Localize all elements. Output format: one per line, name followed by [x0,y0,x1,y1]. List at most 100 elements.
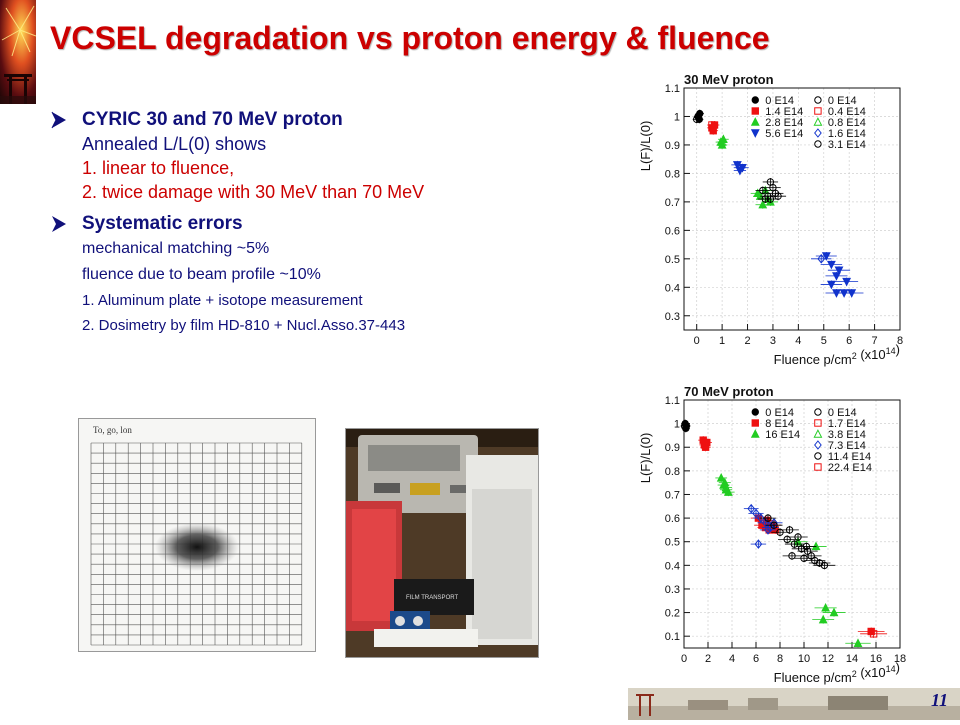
y-tick-label: 0.4 [665,560,680,572]
bullet-systematic-errors: Systematic errors mechanical matching ~5… [48,212,648,338]
chart-30mev: 30 MeV proton 0 1 2 3 4 5 6 7 8 0.3 0.4 0.5 0.6 0.7 0.8… [618,72,910,382]
data-point [693,115,701,124]
y-tick-label: 0.7 [665,197,680,209]
x-tick-label: 3 [770,335,776,347]
bullet-line: 1. Aluminum plate + isotope measurement [82,292,363,309]
x-tick-label: 12 [822,653,834,665]
x-axis-label: Fluence p/cm2 (x1014) [774,660,900,685]
series-group [707,121,717,130]
data-point [832,272,841,281]
series-group [692,115,701,124]
legend-label: 0 E14 [765,407,794,419]
y-tick-label: 1.1 [665,395,680,407]
x-tick-label: 4 [729,653,735,665]
y-tick-label: 0.4 [665,282,680,294]
legend-label: 8 E14 [765,418,794,430]
data-point [800,554,808,562]
bullet-line: Annealed L/L(0) shows [82,134,267,154]
legend-marker [814,419,822,427]
data-point [842,277,852,287]
data-point [717,137,727,146]
legend-marker [813,429,823,438]
x-tick-label: 10 [798,653,810,665]
y-tick-label: 0.5 [665,537,680,549]
data-point [752,508,760,519]
dosimetry-film-photo: To, go, lon [78,418,316,652]
data-point [756,513,765,523]
legend-label: 16 E14 [765,429,800,441]
series-group [719,482,733,492]
series-group [755,177,787,204]
series-group [715,473,871,648]
data-point [785,526,794,534]
data-point [721,482,731,492]
data-point [820,561,829,570]
x-tick-label: 14 [846,653,858,665]
x-tick-label: 6 [846,335,852,347]
y-tick-label: 0.5 [665,254,680,266]
legend-label: 2.8 E14 [765,117,803,129]
bullet-line: 1. linear to fluence, [82,158,235,178]
legend-label: 1.6 E14 [828,128,866,140]
data-point [696,109,704,118]
data-point [826,260,836,270]
series-group [680,421,689,430]
x-tick-label: 6 [753,653,759,665]
data-point [764,514,772,522]
y-axis-label: L(F)/L(0) [638,121,653,172]
legend-label: 7.3 E14 [828,440,866,452]
data-point [758,199,768,209]
legend-marker [750,129,760,138]
x-tick-label: 8 [897,335,903,347]
bullet-cyric: CYRIC 30 and 70 MeV proton Annealed L/L(… [48,108,648,204]
x-tick-label: 1 [719,335,725,347]
y-tick-label: 1 [674,419,680,431]
legend-marker [814,96,822,104]
series-group [860,629,888,638]
bullet-list: CYRIC 30 and 70 MeV proton Annealed L/L(… [48,108,648,338]
arrow-bullet-icon [50,111,68,134]
data-point [759,186,767,195]
legend-label: 3.1 E14 [828,139,866,151]
legend-label: 0 E14 [828,407,857,419]
series-group [716,137,728,147]
data-point [803,547,812,555]
x-tick-label: 7 [872,335,878,347]
data-point [708,121,716,129]
film-header-text: To, go, lon [93,425,132,435]
plot-frame [683,399,901,649]
legend-label: 0.4 E14 [828,106,866,118]
y-tick-label: 0.9 [665,442,680,454]
chart-30mev-svg: 30 MeV proton 0 1 2 3 4 5 6 7 8 0.3 0.4 0.5 0.6 0.7 0.8… [618,72,910,382]
data-point [783,535,791,544]
data-point [754,539,763,549]
bullet-line: 2. Dosimetry by film HD-810 + Nucl.Asso.… [82,317,406,334]
x-tick-label: 0 [694,335,700,347]
x-tick-label: 16 [870,653,882,665]
y-tick-label: 0.6 [665,513,680,525]
data-point [764,525,772,535]
x-tick-label: 2 [705,653,711,665]
legend-label: 0.8 E14 [828,117,866,129]
data-point [701,438,709,447]
arrow-bullet-icon [50,215,68,238]
data-point [794,533,802,541]
data-point [788,552,796,560]
y-tick-label: 1.1 [665,83,680,95]
y-tick-label: 0.1 [665,631,680,643]
legend-label: 0 E14 [765,95,794,107]
data-point [867,627,875,636]
footer-landscape-image [628,688,960,720]
y-tick-label: 1 [674,111,680,123]
y-tick-label: 0.9 [665,140,680,152]
series-group [699,438,711,447]
legend-marker [750,429,760,438]
legend-marker [814,140,822,148]
legend-marker [814,408,822,416]
series-group [733,162,832,264]
data-point [834,266,844,276]
y-axis-label: L(F)/L(0) [638,433,653,484]
data-point [869,630,878,638]
data-point [818,614,828,624]
